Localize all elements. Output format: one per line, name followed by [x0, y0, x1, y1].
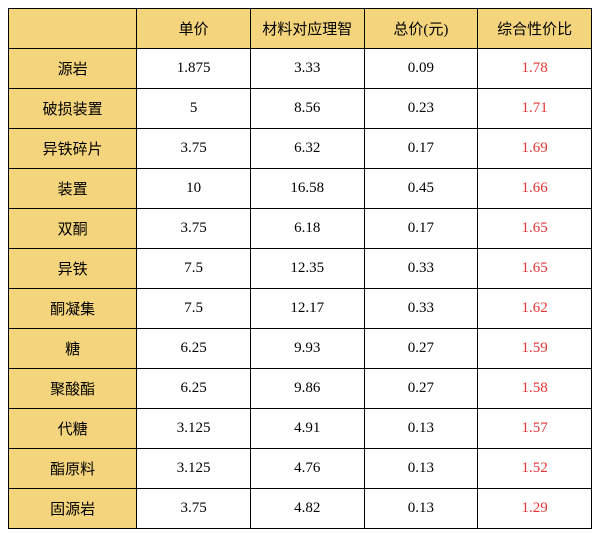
cell-ratio: 1.71 [478, 89, 592, 129]
cell-ratio: 1.62 [478, 289, 592, 329]
cell-label: 异铁 [9, 249, 137, 289]
cell-total: 0.17 [364, 129, 478, 169]
cell-price: 7.5 [137, 249, 251, 289]
cell-price: 1.875 [137, 49, 251, 89]
table-row: 酮凝集7.512.170.331.62 [9, 289, 592, 329]
table-header-row: 单价 材料对应理智 总价(元) 综合性价比 [9, 9, 592, 49]
cell-material: 4.76 [250, 449, 364, 489]
table-row: 异铁碎片3.756.320.171.69 [9, 129, 592, 169]
cell-ratio: 1.57 [478, 409, 592, 449]
cell-ratio: 1.65 [478, 249, 592, 289]
cell-price: 3.75 [137, 489, 251, 529]
cell-ratio: 1.58 [478, 369, 592, 409]
cell-total: 0.13 [364, 449, 478, 489]
header-material: 材料对应理智 [250, 9, 364, 49]
cell-price: 3.75 [137, 209, 251, 249]
materials-table: 单价 材料对应理智 总价(元) 综合性价比 源岩1.8753.330.091.7… [8, 8, 592, 529]
cell-material: 9.93 [250, 329, 364, 369]
cell-total: 0.17 [364, 209, 478, 249]
cell-price: 5 [137, 89, 251, 129]
table-row: 装置1016.580.451.66 [9, 169, 592, 209]
table-row: 糖6.259.930.271.59 [9, 329, 592, 369]
header-total: 总价(元) [364, 9, 478, 49]
cell-total: 0.33 [364, 289, 478, 329]
cell-ratio: 1.52 [478, 449, 592, 489]
header-ratio: 综合性价比 [478, 9, 592, 49]
cell-ratio: 1.69 [478, 129, 592, 169]
cell-total: 0.23 [364, 89, 478, 129]
cell-total: 0.27 [364, 369, 478, 409]
cell-material: 6.18 [250, 209, 364, 249]
cell-material: 16.58 [250, 169, 364, 209]
cell-total: 0.09 [364, 49, 478, 89]
cell-label: 固源岩 [9, 489, 137, 529]
cell-label: 代糖 [9, 409, 137, 449]
header-blank [9, 9, 137, 49]
cell-total: 0.45 [364, 169, 478, 209]
table-row: 源岩1.8753.330.091.78 [9, 49, 592, 89]
table-row: 固源岩3.754.820.131.29 [9, 489, 592, 529]
cell-total: 0.13 [364, 409, 478, 449]
table-row: 异铁7.512.350.331.65 [9, 249, 592, 289]
cell-ratio: 1.65 [478, 209, 592, 249]
cell-total: 0.13 [364, 489, 478, 529]
cell-material: 12.17 [250, 289, 364, 329]
cell-label: 酮凝集 [9, 289, 137, 329]
cell-label: 异铁碎片 [9, 129, 137, 169]
cell-ratio: 1.59 [478, 329, 592, 369]
cell-label: 源岩 [9, 49, 137, 89]
cell-material: 6.32 [250, 129, 364, 169]
cell-material: 3.33 [250, 49, 364, 89]
cell-price: 6.25 [137, 329, 251, 369]
table-row: 双酮3.756.180.171.65 [9, 209, 592, 249]
cell-price: 3.125 [137, 449, 251, 489]
table-row: 酯原料3.1254.760.131.52 [9, 449, 592, 489]
cell-material: 12.35 [250, 249, 364, 289]
cell-material: 9.86 [250, 369, 364, 409]
cell-ratio: 1.29 [478, 489, 592, 529]
cell-ratio: 1.78 [478, 49, 592, 89]
cell-material: 4.82 [250, 489, 364, 529]
cell-ratio: 1.66 [478, 169, 592, 209]
cell-total: 0.27 [364, 329, 478, 369]
cell-label: 糖 [9, 329, 137, 369]
cell-label: 双酮 [9, 209, 137, 249]
cell-label: 装置 [9, 169, 137, 209]
cell-price: 10 [137, 169, 251, 209]
table-body: 源岩1.8753.330.091.78破损装置58.560.231.71异铁碎片… [9, 49, 592, 529]
cell-price: 3.125 [137, 409, 251, 449]
table-row: 聚酸酯6.259.860.271.58 [9, 369, 592, 409]
cell-total: 0.33 [364, 249, 478, 289]
cell-material: 4.91 [250, 409, 364, 449]
cell-label: 聚酸酯 [9, 369, 137, 409]
cell-material: 8.56 [250, 89, 364, 129]
table-row: 代糖3.1254.910.131.57 [9, 409, 592, 449]
cell-label: 酯原料 [9, 449, 137, 489]
cell-price: 6.25 [137, 369, 251, 409]
header-price: 单价 [137, 9, 251, 49]
cell-price: 7.5 [137, 289, 251, 329]
cell-label: 破损装置 [9, 89, 137, 129]
table-row: 破损装置58.560.231.71 [9, 89, 592, 129]
cell-price: 3.75 [137, 129, 251, 169]
